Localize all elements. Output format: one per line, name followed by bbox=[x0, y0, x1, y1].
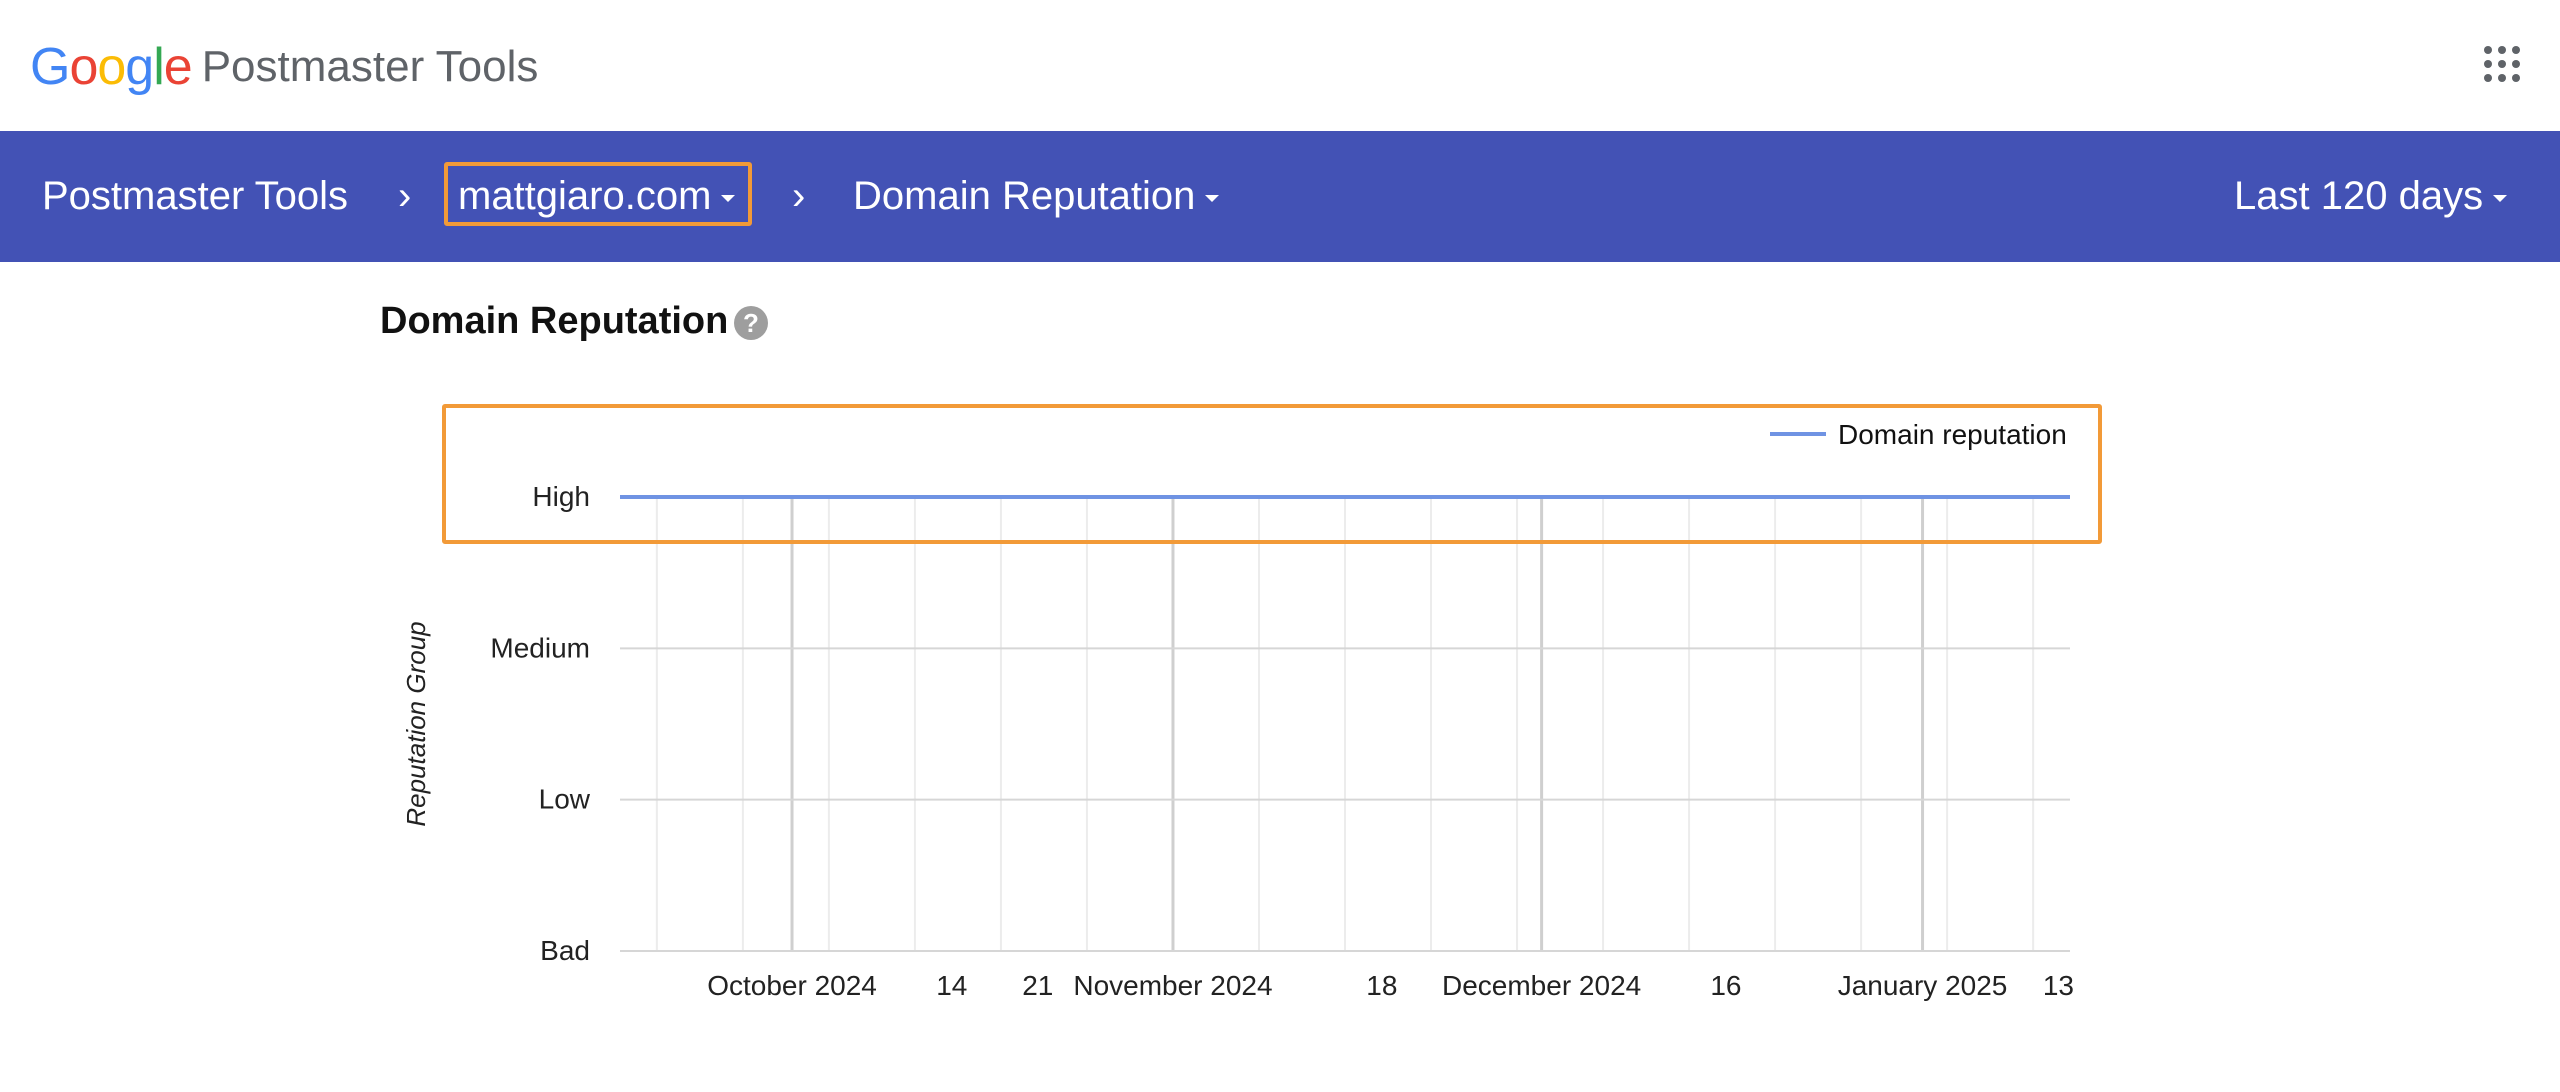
x-tick-label: 14 bbox=[936, 970, 967, 1001]
y-tick-label: Low bbox=[539, 784, 591, 815]
x-tick-label: 16 bbox=[1710, 970, 1741, 1001]
breadcrumb-root[interactable]: Postmaster Tools bbox=[42, 131, 348, 262]
y-tick-label: Bad bbox=[540, 935, 590, 966]
x-tick-label: 21 bbox=[1022, 970, 1053, 1001]
date-range-label: Last 120 days bbox=[2234, 174, 2484, 218]
x-tick-label: January 2025 bbox=[1838, 970, 2008, 1001]
domain-dropdown-label: mattgiaro.com bbox=[458, 174, 712, 218]
legend-entry: Domain reputation bbox=[1838, 419, 2067, 450]
google-letter: G bbox=[30, 38, 70, 96]
x-tick-label: 18 bbox=[1366, 970, 1397, 1001]
google-letter: e bbox=[163, 38, 193, 96]
x-tick-label: November 2024 bbox=[1073, 970, 1272, 1001]
page-title: Domain Reputation bbox=[380, 300, 729, 342]
google-letter: g bbox=[125, 38, 154, 96]
date-range-dropdown[interactable]: Last 120 days bbox=[2234, 131, 2508, 262]
top-bar: Google Postmaster Tools bbox=[0, 0, 2560, 131]
page-dropdown[interactable]: Domain Reputation bbox=[853, 131, 1220, 262]
google-wordmark: Google bbox=[30, 37, 193, 97]
google-letter: o bbox=[69, 38, 98, 96]
apps-grid-icon[interactable] bbox=[2484, 46, 2524, 86]
google-letter: l bbox=[153, 38, 165, 96]
help-icon[interactable]: ? bbox=[734, 306, 768, 340]
x-tick-label: 13 bbox=[2043, 970, 2074, 1001]
y-tick-label: High bbox=[532, 481, 590, 512]
page-dropdown-label: Domain Reputation bbox=[853, 174, 1196, 218]
caret-down-icon bbox=[721, 195, 736, 202]
caret-down-icon bbox=[1205, 195, 1220, 202]
y-tick-label: Medium bbox=[490, 632, 590, 663]
x-tick-label: December 2024 bbox=[1442, 970, 1641, 1001]
y-axis-label: Reputation Group bbox=[401, 621, 431, 826]
x-tick-label: October 2024 bbox=[707, 970, 877, 1001]
google-postmaster-logo[interactable]: Google Postmaster Tools bbox=[30, 32, 538, 102]
chevron-right-icon: › bbox=[792, 174, 806, 218]
breadcrumb-root-label: Postmaster Tools bbox=[42, 174, 349, 218]
google-letter: o bbox=[97, 38, 126, 96]
domain-dropdown[interactable]: mattgiaro.com bbox=[458, 131, 736, 262]
product-name: Postmaster Tools bbox=[201, 42, 539, 91]
chevron-right-icon: › bbox=[398, 174, 412, 218]
breadcrumb: Postmaster Tools › mattgiaro.com › Domai… bbox=[0, 131, 2560, 262]
caret-down-icon bbox=[2493, 195, 2508, 202]
